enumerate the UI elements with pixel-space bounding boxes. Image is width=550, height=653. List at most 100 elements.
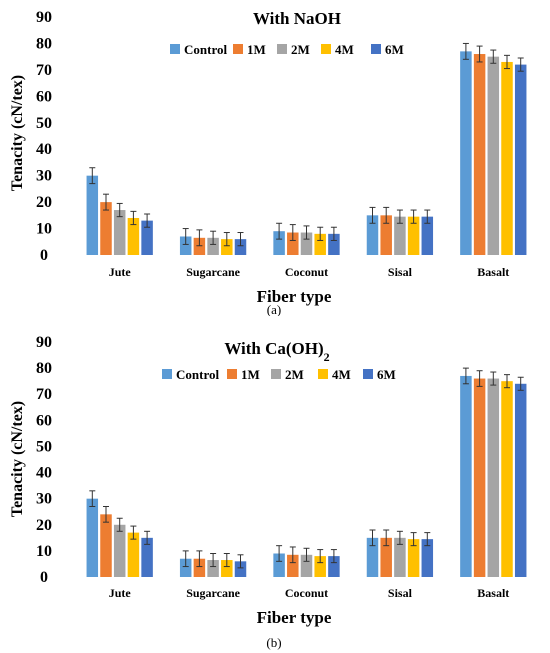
bar-1m-sisal: [380, 537, 392, 577]
error-bar: [383, 529, 390, 547]
error-bar: [504, 54, 510, 70]
y-tick-label: 0: [40, 247, 48, 264]
error-bar: [210, 230, 217, 245]
bar-6m-jute: [141, 537, 153, 577]
bar-4m-coconut: [314, 556, 326, 577]
error-bar: [317, 226, 324, 241]
bar-2m-coconut: [300, 232, 313, 255]
error-bar: [476, 370, 483, 387]
error-bar: [210, 553, 217, 568]
bar-2m-sugarcane: [207, 560, 219, 577]
y-tick-label: 50: [36, 438, 52, 455]
x-tick-label: Jute: [109, 265, 132, 279]
error-bar: [383, 206, 390, 224]
y-axis-label: Tenacity (cN/tex): [9, 75, 26, 191]
y-tick-label: 50: [36, 115, 52, 132]
error-bar: [196, 229, 203, 247]
error-bar: [130, 210, 137, 226]
legend-label: Control: [176, 367, 219, 382]
error-bar: [424, 209, 431, 224]
error-bar: [237, 554, 244, 569]
error-bar: [462, 367, 469, 385]
x-tick-label: Jute: [109, 586, 132, 600]
error-bar: [517, 376, 524, 391]
error-bar: [144, 530, 151, 545]
legend-label: 6M: [377, 367, 396, 382]
y-tick-label: 60: [36, 88, 52, 105]
error-bar: [116, 517, 123, 532]
error-bar: [223, 553, 230, 568]
bar-2m-sisal: [394, 216, 406, 255]
error-bar: [504, 374, 510, 389]
x-axis-label: Fiber type: [257, 287, 332, 306]
bar-4m-sisal: [407, 216, 420, 255]
error-bar: [116, 202, 123, 218]
bar-2m-coconut: [300, 554, 313, 577]
y-tick-label: 20: [36, 194, 52, 211]
error-bar: [410, 532, 417, 547]
bar-4m-sugarcane: [221, 239, 233, 255]
error-bar: [490, 371, 497, 386]
legend-swatch-4m: [321, 44, 331, 54]
bar-2m-sisal: [394, 537, 406, 577]
y-tick-label: 40: [36, 465, 52, 482]
bar-control-basalt: [460, 375, 472, 577]
bar-6m-basalt: [514, 64, 527, 255]
y-tick-label: 10: [36, 221, 52, 238]
y-tick-label: 30: [36, 491, 52, 508]
error-bar: [330, 549, 337, 564]
legend-swatch-2m: [271, 369, 281, 379]
error-bar: [330, 226, 337, 241]
x-tick-label: Coconut: [285, 586, 328, 600]
bar-2m-jute: [113, 524, 126, 577]
bar-1m-coconut: [287, 232, 299, 255]
bar-2m-basalt: [487, 56, 500, 255]
error-bar: [89, 167, 96, 185]
chart-title: With Ca(OH)2: [224, 339, 329, 364]
bar-6m-coconut: [328, 556, 340, 577]
y-tick-label: 0: [40, 569, 48, 586]
error-bar: [369, 529, 376, 547]
bar-1m-sisal: [380, 215, 392, 255]
bar-control-jute: [86, 498, 99, 577]
bar-2m-sugarcane: [207, 237, 219, 255]
x-tick-label: Sugarcane: [186, 265, 240, 279]
error-bar: [490, 49, 497, 64]
error-bar: [103, 193, 109, 211]
y-tick-label: 20: [36, 517, 52, 534]
error-bar: [237, 232, 244, 247]
bar-control-coconut: [273, 553, 285, 577]
bar-1m-jute: [100, 202, 112, 255]
y-tick-label: 80: [36, 360, 52, 377]
bar-6m-sugarcane: [234, 239, 247, 255]
bar-2m-jute: [113, 210, 126, 255]
legend-label: 4M: [332, 367, 351, 382]
legend-swatch-6m: [371, 44, 381, 54]
legend-label: 6M: [385, 42, 404, 57]
error-bar: [89, 490, 96, 507]
y-tick-label: 10: [36, 543, 52, 560]
legend-swatch-4m: [318, 369, 328, 379]
error-bar: [182, 550, 189, 568]
bar-4m-jute: [127, 532, 140, 577]
y-tick-label: 90: [36, 334, 52, 351]
x-axis-label: Fiber type: [257, 608, 332, 627]
y-tick-label: 70: [36, 62, 52, 79]
x-tick-label: Basalt: [477, 265, 509, 279]
legend-swatch-control: [162, 369, 172, 379]
y-tick-label: 90: [36, 9, 52, 26]
bar-6m-sisal: [421, 539, 434, 577]
y-tick-label: 60: [36, 412, 52, 429]
error-bar: [396, 530, 403, 545]
error-bar: [144, 213, 151, 228]
error-bar: [289, 546, 296, 564]
y-tick-label: 30: [36, 168, 52, 185]
bar-6m-coconut: [328, 233, 340, 255]
error-bar: [303, 547, 310, 562]
bar-4m-basalt: [501, 381, 513, 577]
bar-1m-sugarcane: [193, 558, 206, 577]
legend-swatch-control: [170, 44, 180, 54]
x-tick-label: Basalt: [477, 586, 509, 600]
error-bar: [182, 228, 189, 245]
